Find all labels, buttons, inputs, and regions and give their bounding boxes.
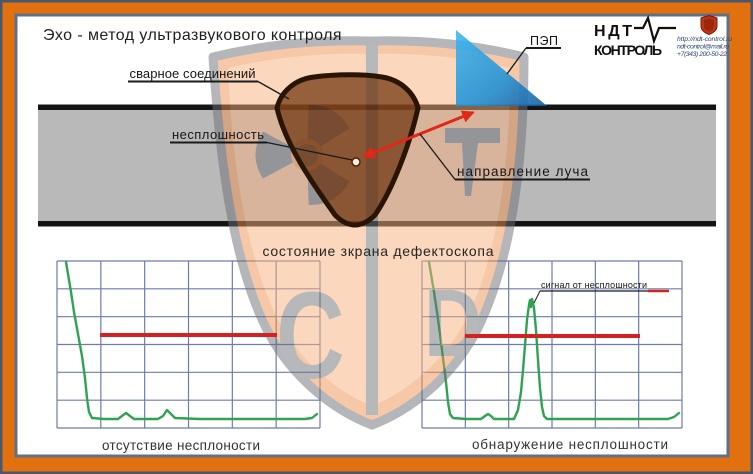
- svg-text:C: C: [276, 267, 345, 405]
- probe-label: ПЭП: [530, 34, 558, 48]
- logo-text-bottom: КОНТРОЛЬ: [594, 42, 662, 58]
- flaw-dot: [351, 157, 361, 167]
- echo-curve-right: [427, 260, 681, 421]
- beam-label-leader: [419, 133, 456, 180]
- logo-text-top: НДТ: [594, 23, 632, 40]
- page-title: Эхо - метод ультразвукового контроля: [43, 27, 342, 44]
- logo-block: НДТ КОНТРОЛЬ http://ndt-control.ru ndt-c…: [594, 14, 732, 58]
- logo-url: http://ndt-control.ru: [677, 36, 732, 43]
- logo-pulse-icon: [634, 14, 676, 45]
- weld-label-leader: [257, 80, 290, 100]
- weld-label-group: сварное соединений: [128, 66, 290, 100]
- svg-text:D: D: [424, 269, 482, 377]
- screen-state-caption: состояние зкрана дефектоскопа: [263, 243, 494, 259]
- caption-left: отсутствие несплоности: [102, 438, 260, 453]
- probe-label-group: ПЭП: [506, 34, 561, 75]
- signal-label-group: сигнал от несплошности: [533, 280, 669, 304]
- flaw-label-leader: [266, 141, 353, 161]
- watermark-letter-c: C: [276, 267, 345, 405]
- signal-label: сигнал от несплошности: [541, 280, 647, 290]
- beam-label: направление луча: [457, 164, 588, 179]
- logo-phone: +7(343) 200-50-22: [677, 51, 727, 58]
- probe-wedge-icon: [456, 30, 547, 106]
- watermark-letter-d: D: [424, 269, 482, 377]
- weld-label: сварное соединений: [130, 66, 256, 81]
- caption-right: обнаружение несплошности: [472, 437, 668, 452]
- probe-label-leader: [506, 47, 527, 75]
- watermark-letter-t: [445, 128, 500, 196]
- logo-shield-icon: [700, 14, 718, 36]
- flaw-label: несплошность: [172, 127, 264, 142]
- beam-label-group: направление луча: [419, 133, 590, 181]
- echo-curve-left: [64, 260, 319, 421]
- beam-arrow-icon: [362, 110, 475, 159]
- flaw-label-group: несплошность: [170, 127, 353, 161]
- signal-label-leader: [533, 290, 541, 304]
- logo-email: ndt-control@mail.ru: [677, 44, 729, 51]
